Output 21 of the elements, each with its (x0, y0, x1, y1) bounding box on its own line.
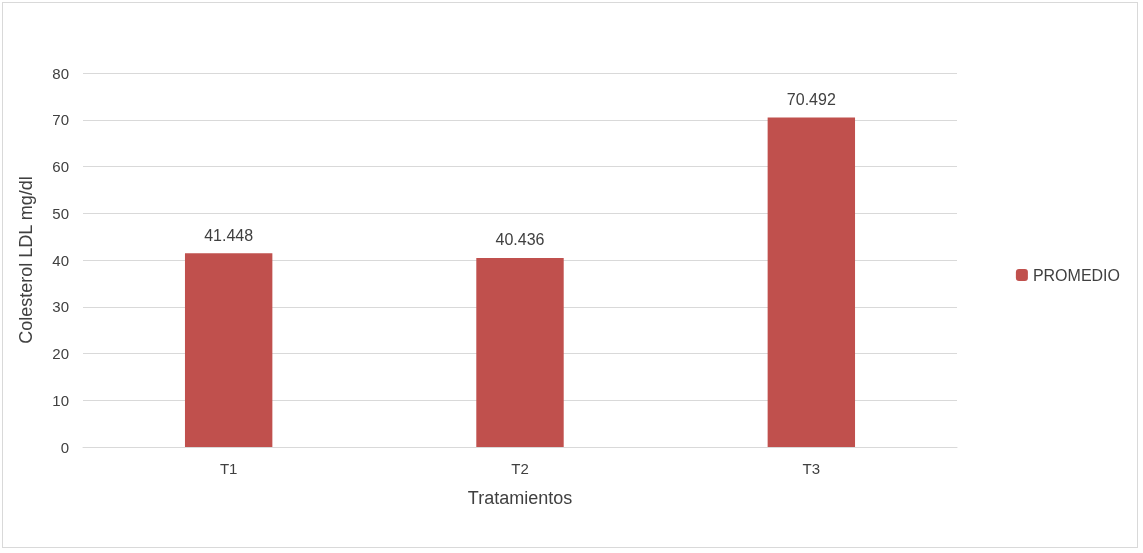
x-axis-title: Tratamientos (467, 488, 573, 508)
y-tick-label: 20 (52, 345, 69, 362)
data-label: 40.436 (495, 231, 545, 249)
x-tick-label: T2 (511, 460, 529, 477)
y-tick-label: 10 (52, 391, 69, 409)
y-tick-label: 60 (52, 158, 69, 175)
y-tick-label: 30 (52, 298, 69, 316)
y-tick-label: 50 (52, 204, 69, 222)
bar (476, 257, 564, 447)
data-label: 70.492 (786, 90, 836, 108)
bar (767, 117, 856, 447)
y-tick-label: 40 (52, 251, 69, 269)
y-tick-label: 0 (60, 438, 69, 456)
y-tick-label: 80 (52, 64, 69, 82)
y-axis-title: Colesterol LDL mg/dl (16, 176, 36, 344)
bar (184, 253, 273, 447)
y-tick-label: 70 (52, 111, 69, 129)
legend-label: PROMEDIO (1032, 266, 1121, 284)
data-label: 41.448 (204, 226, 254, 244)
x-tick-label: T3 (802, 460, 821, 477)
x-tick-label: T1 (219, 460, 238, 477)
